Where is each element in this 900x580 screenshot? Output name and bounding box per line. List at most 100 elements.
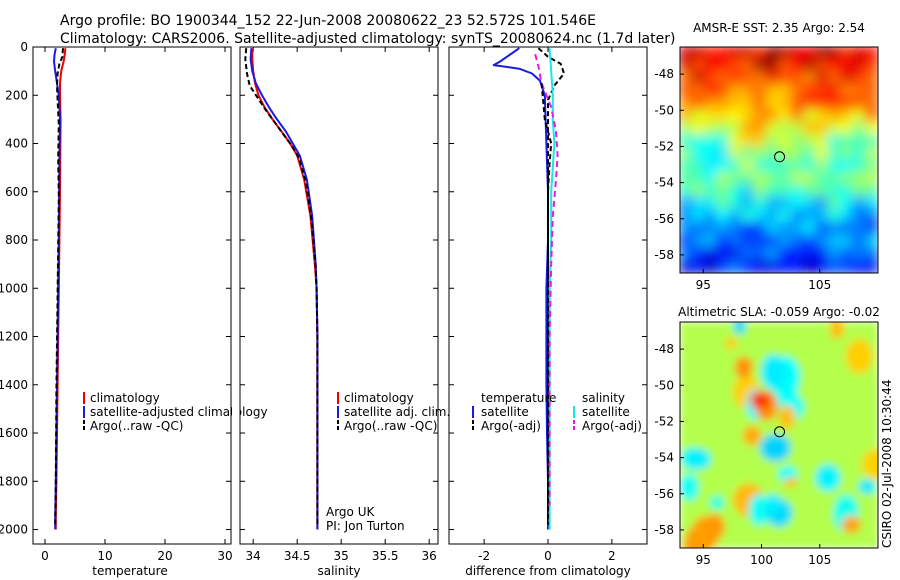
legend-label-climatology: climatology (90, 391, 160, 405)
sst-cell (778, 121, 793, 136)
csiro-stamp: CSIRO 02-Jul-2008 10:30:44 (880, 380, 894, 548)
sst-cell (765, 196, 780, 212)
sst-cell (864, 246, 878, 262)
sst-cell (728, 121, 743, 136)
sst-cell (716, 47, 731, 61)
series-line-temperature-argo-adj- (537, 47, 565, 525)
sst-cell (691, 96, 706, 111)
sst-cell (778, 234, 793, 249)
sst-cell (703, 58, 719, 74)
sst-cell (815, 259, 830, 273)
sst-cell (740, 196, 756, 212)
sst-cell (852, 184, 867, 199)
legend-label-satellite-adjusted: satellite-adjusted climatology (90, 405, 268, 419)
sst-cell (802, 159, 818, 174)
sst-cell (790, 146, 805, 161)
y-tick-label: -52 (654, 139, 674, 153)
sst-cell (691, 196, 706, 212)
sla-eddy (845, 338, 873, 374)
sst-cell (716, 246, 731, 262)
sst-cell (716, 83, 731, 99)
y-tick-label: -48 (654, 342, 674, 356)
series-line-climatology (251, 48, 319, 530)
sla-eddy (760, 354, 787, 390)
sla-eddy (858, 478, 876, 495)
sst-cell (728, 71, 743, 86)
sst-cell (852, 159, 867, 174)
sst-cell (740, 209, 756, 224)
sst-cell (728, 58, 743, 74)
sst-cell (827, 209, 842, 224)
y-tick-label: 200 (5, 88, 28, 102)
sst-cell (839, 196, 855, 212)
sst-cell (839, 246, 855, 262)
sst-cell (790, 209, 805, 224)
sst-cell (691, 159, 706, 174)
panel-sst-map: AMSR-E SST: 2.35 Argo: 2.54 95 105 -48 -50 -… (654, 21, 879, 292)
y-tick-label: -54 (654, 176, 674, 190)
float-owner: Argo UK (326, 505, 375, 519)
sst-cell (815, 47, 830, 61)
x-tick-label: 95 (696, 553, 711, 567)
sst-cell (778, 184, 793, 199)
sst-cell (802, 184, 818, 199)
sst-cell (716, 58, 731, 74)
sst-cell (790, 234, 805, 249)
sst-cell (864, 209, 878, 224)
sst-cell (827, 171, 842, 187)
sst-cell (765, 83, 780, 99)
legend-label-climatology: climatology (344, 391, 414, 405)
sst-cell (716, 171, 731, 187)
sst-cell (680, 121, 694, 136)
sst-cell (790, 159, 805, 174)
sst-cell (753, 96, 768, 111)
sst-cell (827, 246, 842, 262)
sst-cell (852, 133, 867, 149)
sst-cell (680, 196, 694, 212)
sst-cell (864, 146, 878, 161)
sst-cell (827, 221, 842, 237)
sst-cell (691, 184, 706, 199)
sst-cell (728, 246, 743, 262)
sst-cell (691, 121, 706, 136)
sst-cell (864, 221, 878, 237)
sst-cell (740, 234, 756, 249)
sst-cell (753, 159, 768, 174)
difference-xlabel: difference from climatology (465, 564, 631, 578)
series-line-salinity-satellite (548, 48, 556, 530)
series-line-satellite-adj-clim- (249, 48, 319, 530)
sst-cell (691, 221, 706, 237)
x-tick-label: 35.5 (372, 549, 399, 563)
sst-cell (691, 234, 706, 249)
sst-cell (740, 171, 756, 187)
sst-cell (802, 58, 818, 74)
sst-cell (765, 133, 780, 149)
y-tick-label: 400 (5, 137, 28, 151)
sst-cell (839, 108, 855, 124)
sst-cell (753, 196, 768, 212)
sst-cell (765, 159, 780, 174)
y-tick-label: 2000 (0, 523, 28, 537)
sst-cell (703, 171, 719, 187)
difference-ticks: -2 0 2 (449, 46, 647, 563)
sst-cell (691, 259, 706, 273)
sst-cell (753, 146, 768, 161)
sla-eddy (725, 337, 737, 350)
legend-label-sal-argo: Argo(-adj) (582, 419, 642, 433)
panel-salinity: 34 34.5 35 35.5 36 salinity climatology sate… (239, 46, 450, 578)
sst-cell (740, 83, 756, 99)
difference-legend-temperature: temperature satellite Argo(-adj) (472, 391, 556, 433)
sst-axes-frame (679, 46, 879, 274)
temperature-ticks: 0 10 20 30 0 200 400 600 800 1000 1200 1400 1600 1800… (0, 40, 233, 563)
y-tick-label: -50 (654, 378, 674, 392)
sst-cell (728, 184, 743, 199)
sst-cell (765, 96, 780, 111)
sst-cell (753, 246, 768, 262)
sla-eddy (783, 389, 799, 409)
sst-cell (852, 71, 867, 86)
sst-cell (728, 159, 743, 174)
sst-cell (765, 246, 780, 262)
sst-cell (740, 221, 756, 237)
sst-cell (728, 221, 743, 237)
